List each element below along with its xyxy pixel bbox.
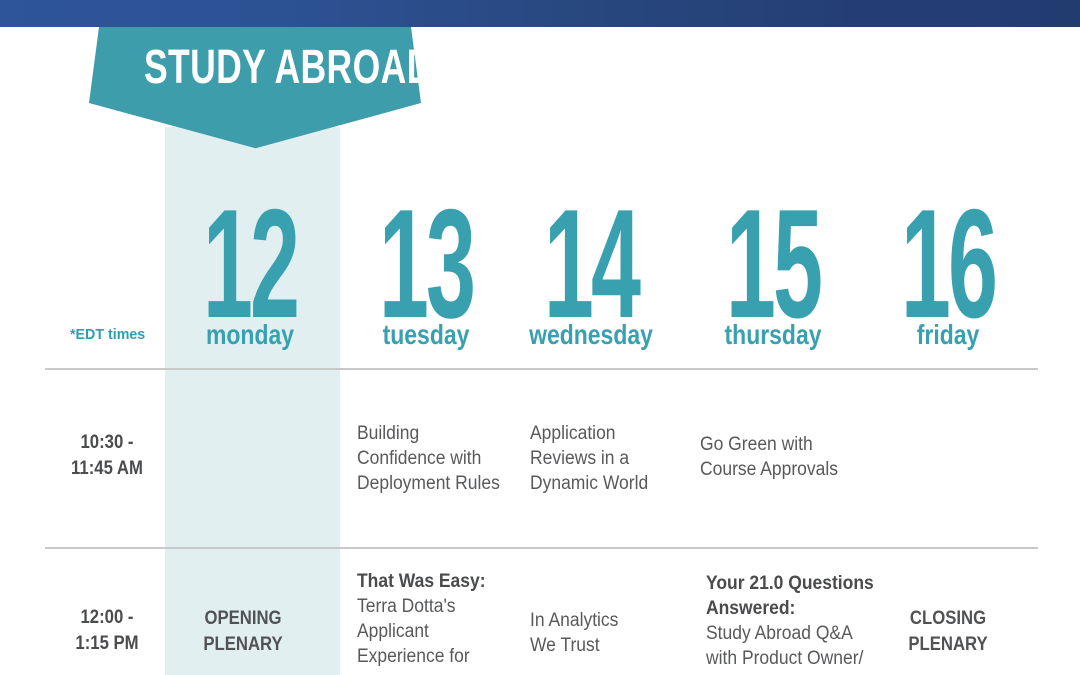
day-number: 14 [543,177,641,350]
plenary-line: PLENARY [203,634,283,655]
day-name: wednesday [529,319,653,350]
session-line-bold: Answered: [706,598,796,619]
day-header-wednesday: 14 wednesday [501,186,681,356]
day-header-friday: 16 friday [858,186,1038,356]
day-name: monday [205,319,295,350]
session-thursday-1030: Go Green with Course Approvals [700,432,838,482]
session-line-bold: Your 21.0 Questions [706,573,874,594]
session-line: Application [530,423,616,444]
session-wednesday-1030: Application Reviews in a Dynamic World [530,421,648,496]
day-header-monday: 12 monday [160,186,340,356]
day-name: thursday [724,319,822,350]
session-line: Experience for [357,646,470,667]
time-line: 12:00 - [80,607,134,628]
session-line-bold: That Was Easy: [357,571,486,592]
session-line: In Analytics [530,610,619,631]
session-tuesday-1200: That Was Easy: Terra Dotta's Applicant E… [357,569,486,669]
session-line: with Product Owner/ [706,648,864,669]
day-number: 12 [202,177,300,350]
top-gradient-bar [0,0,1080,27]
plenary-line: OPENING [204,608,282,629]
session-line: Confidence with [357,448,482,469]
track-title: STUDY ABROAD [144,41,433,94]
day-header-tuesday: 13 tuesday [336,186,516,356]
day-number: 15 [725,177,823,350]
row-divider-1 [45,368,1038,370]
session-thursday-1200: Your 21.0 Questions Answered: Study Abro… [706,571,874,671]
monday-highlight-column [165,127,340,675]
day-number: 13 [378,177,476,350]
session-line: Go Green with [700,434,813,455]
day-name: friday [916,319,980,350]
time-slot-1: 10:30 - 11:45 AM [53,430,160,482]
day-number: 16 [900,177,998,350]
session-line: Building [357,423,420,444]
time-line: 1:15 PM [75,633,139,654]
ribbon-shape [89,27,421,149]
session-line: Dynamic World [530,473,649,494]
session-monday-opening-plenary: OPENING PLENARY [164,606,322,658]
time-line: 10:30 - [80,432,134,453]
session-line: Deployment Rules [357,473,500,494]
session-line: Terra Dotta's [357,596,456,617]
day-header-thursday: 15 thursday [683,186,863,356]
session-line: We Trust [530,635,600,656]
plenary-line: PLENARY [908,634,988,655]
session-wednesday-1200: In Analytics We Trust [530,608,618,658]
day-name: tuesday [382,319,470,350]
study-abroad-ribbon [89,27,421,149]
row-divider-2 [45,547,1038,549]
plenary-line: CLOSING [909,608,987,629]
session-line: Study Abroad Q&A [706,623,853,644]
timezone-note: *EDT times [70,326,146,343]
session-line: Course Approvals [700,459,838,480]
time-slot-2: 12:00 - 1:15 PM [53,605,160,657]
time-line: 11:45 AM [71,458,143,479]
session-line: Applicant [357,621,429,642]
session-friday-closing-plenary: CLOSING PLENARY [869,606,1027,658]
session-tuesday-1030: Building Confidence with Deployment Rule… [357,421,500,496]
session-line: Reviews in a [530,448,630,469]
